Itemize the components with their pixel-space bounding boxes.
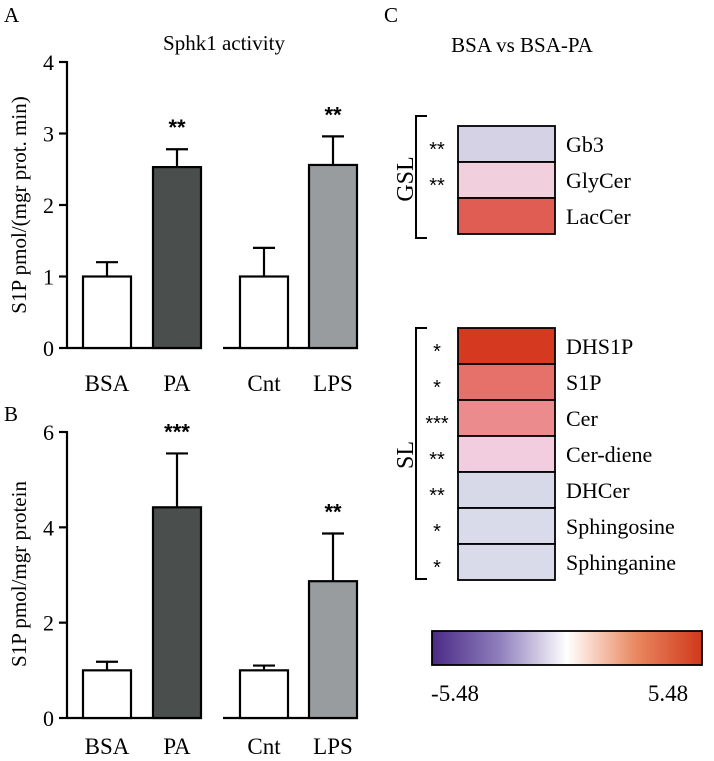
y-tick-label: 0	[43, 336, 54, 361]
heatmap-cell-cer	[457, 399, 556, 437]
y-tick-label: 2	[43, 193, 54, 218]
significance-marker: **	[429, 485, 445, 507]
significance-marker: **	[429, 449, 445, 471]
x-category-label: Cnt	[247, 734, 281, 759]
group-bracket-sl	[415, 327, 427, 580]
heatmap-row-label: DHS1P	[566, 334, 633, 359]
bar-cnt	[238, 275, 290, 350]
y-tick-label: 3	[43, 122, 54, 147]
significance-marker: ***	[164, 419, 190, 444]
x-category-label: PA	[163, 371, 191, 396]
y-tick-label: 2	[43, 611, 54, 636]
bar-bsa	[81, 275, 133, 350]
colorbar	[431, 630, 703, 666]
heatmap-row-label: GlyCer	[566, 168, 631, 193]
significance-marker: **	[429, 175, 445, 197]
chart-b-ylabel: S1P pmol/mgr protein	[7, 481, 31, 667]
x-category-label: LPS	[313, 734, 353, 759]
chart-a-ylabel: S1P pmol/(mgr prot. min)	[7, 96, 31, 313]
heatmap-cell-s1p	[457, 363, 556, 401]
chart-a-title: Sphk1 activity	[163, 31, 285, 55]
colorbar-min-label: -5.48	[431, 681, 479, 706]
significance-marker: *	[433, 521, 441, 543]
group-bracket-gsl	[415, 115, 427, 239]
x-category-label: BSA	[85, 734, 130, 759]
bar-lps	[307, 163, 359, 350]
chart-a: Sphk1 activity S1P pmol/(mgr prot. min) …	[7, 31, 359, 396]
x-category-label: PA	[163, 734, 191, 759]
chart-b: S1P pmol/mgr protein 0 2 4 6 BSA PA *** Cnt LPS *…	[7, 419, 359, 759]
group-label-gsl: GSL	[393, 156, 419, 201]
significance-marker: *	[433, 377, 441, 399]
heatmap-row-label: Sphinganine	[566, 550, 676, 575]
x-category-label: LPS	[313, 371, 353, 396]
bar-cnt	[238, 669, 290, 720]
heatmap-row-label: Sphingosine	[566, 514, 675, 539]
heatmap-row-label: Gb3	[566, 132, 604, 157]
bar-pa	[151, 166, 203, 350]
y-tick-label: 1	[43, 265, 54, 290]
significance-marker: **	[168, 115, 186, 140]
heatmap-row-label: LacCer	[566, 204, 631, 229]
y-tick-label: 6	[43, 420, 54, 445]
heatmap-row-label: Cer-diene	[566, 442, 652, 467]
heatmap-cell-sphingosine	[457, 507, 556, 545]
bar-bsa	[81, 669, 133, 720]
heatmap-title: BSA vs BSA-PA	[451, 33, 593, 57]
colorbar-max-label: 5.48	[648, 681, 688, 706]
x-category-label: BSA	[85, 371, 130, 396]
significance-marker: *	[433, 557, 441, 579]
bar-pa	[151, 506, 203, 720]
y-tick-label: 4	[43, 50, 54, 75]
group-label-sl: SL	[393, 441, 419, 469]
heatmap-cell-gb3	[457, 125, 556, 163]
panel-label-a: A	[4, 3, 20, 27]
heatmap-cell-glycer	[457, 161, 556, 199]
significance-marker: **	[324, 500, 342, 525]
heatmap-row-label: Cer	[566, 406, 598, 431]
significance-marker: **	[324, 102, 342, 127]
x-category-label: Cnt	[247, 371, 281, 396]
panel-label-b: B	[4, 402, 18, 426]
heatmap-cell-dhcer	[457, 471, 556, 509]
heatmap-row-label: S1P	[566, 370, 601, 395]
heatmap-cell-sphinganine	[457, 543, 556, 581]
significance-marker: ***	[425, 413, 449, 435]
heatmap-cell-dhs1p	[457, 327, 556, 365]
heatmap-c: BSA vs BSA-PA GSL SL -5.48 5.48 Gb3**Gly…	[393, 33, 703, 706]
panel-label-c: C	[384, 3, 398, 27]
y-tick-label: 4	[43, 515, 54, 540]
significance-marker: **	[429, 139, 445, 161]
bar-lps	[307, 580, 359, 720]
heatmap-cell-laccer	[457, 197, 556, 235]
y-tick-label: 0	[43, 706, 54, 731]
heatmap-cell-cer-diene	[457, 435, 556, 473]
significance-marker: *	[433, 341, 441, 363]
heatmap-row-label: DHCer	[566, 478, 630, 503]
